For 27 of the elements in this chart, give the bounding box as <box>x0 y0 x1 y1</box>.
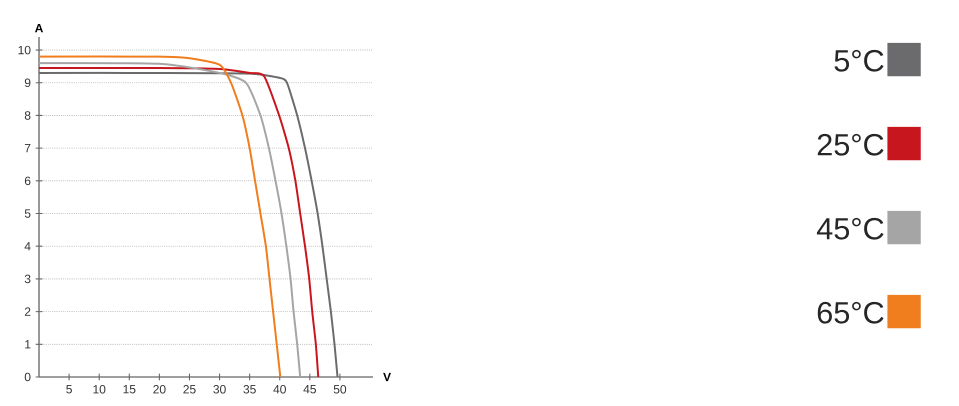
x-tick-label: 5 <box>66 385 72 394</box>
x-tick-label: 45 <box>303 385 316 394</box>
y-tick-label: 9 <box>24 78 30 88</box>
x-tick-label: 30 <box>213 385 226 394</box>
x-tick-label: 15 <box>124 385 136 394</box>
legend-label: 5°C <box>834 50 884 72</box>
y-tick-label: 3 <box>24 274 30 284</box>
x-tick-label: 40 <box>273 385 286 394</box>
legend-label: 65°C <box>818 302 884 324</box>
x-tick-label: 50 <box>334 385 346 394</box>
x-tick-label: 35 <box>243 385 256 394</box>
legend-label: 45°C <box>816 218 884 240</box>
y-tick-label: 0 <box>24 372 31 382</box>
y-tick-label: 2 <box>24 307 30 316</box>
y-tick-label: 4 <box>24 242 31 250</box>
y-axis-title: A <box>34 24 44 32</box>
x-tick-label: 20 <box>153 385 166 394</box>
y-tick-label: 10 <box>18 46 31 54</box>
y-tick-label: 8 <box>24 111 30 120</box>
y-tick-label: 6 <box>24 176 30 186</box>
legend-label: 25°C <box>818 134 884 156</box>
y-tick-label: 1 <box>25 340 30 348</box>
y-tick-label: 5 <box>24 209 30 218</box>
x-tick-label: 10 <box>93 385 106 394</box>
x-axis-title: V <box>383 372 391 382</box>
x-tick-label: 25 <box>183 385 196 394</box>
y-tick-label: 7 <box>24 144 30 152</box>
